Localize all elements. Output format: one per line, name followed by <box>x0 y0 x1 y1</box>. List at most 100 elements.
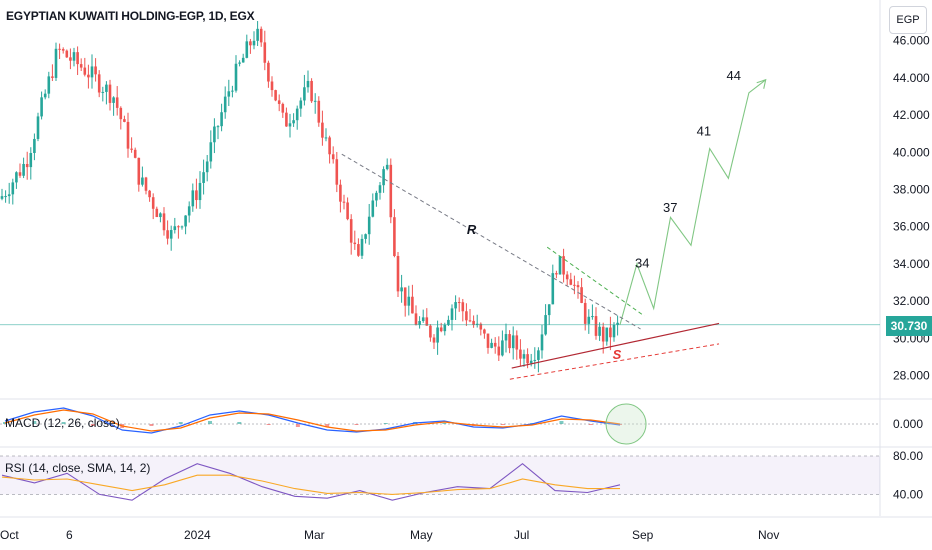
candle-body <box>310 80 313 102</box>
candle-body <box>389 164 393 218</box>
candle-body <box>7 194 11 197</box>
macd-label[interactable]: MACD (12, 26, close) <box>5 416 120 430</box>
candle-body <box>33 138 36 154</box>
candle-body <box>346 202 349 220</box>
macd-histogram-bar <box>178 422 183 424</box>
candle-body <box>594 316 598 336</box>
candle-body <box>25 163 29 168</box>
candle-body <box>447 319 450 325</box>
candle-body <box>587 316 591 324</box>
candle-body <box>551 273 555 305</box>
candle-body <box>407 296 411 306</box>
candle-body <box>97 74 101 93</box>
macd-histogram-bar <box>559 421 564 424</box>
candle-body <box>335 159 339 185</box>
candle-body <box>486 333 490 348</box>
candle-body <box>339 184 342 202</box>
candle-body <box>123 119 126 122</box>
candle-body <box>79 64 83 68</box>
macd-histogram-bar <box>149 424 154 426</box>
macd-highlight-circle <box>605 403 647 445</box>
candle-body <box>403 287 407 306</box>
candle-body <box>371 200 375 217</box>
candle-body <box>313 100 317 102</box>
candle-body <box>367 216 371 235</box>
candle-body <box>144 177 148 191</box>
candle-body <box>342 201 346 203</box>
candle-body <box>591 316 594 318</box>
time-tick-label: 6 <box>66 528 73 542</box>
candle-body <box>108 84 112 103</box>
candle-body <box>349 219 353 243</box>
candle-body <box>133 149 137 158</box>
rsi-label[interactable]: RSI (14, close, SMA, 14, 2) <box>5 461 151 475</box>
candle-body <box>454 302 457 309</box>
candle-body <box>443 324 447 332</box>
candle-body <box>547 304 551 316</box>
candle-body <box>472 320 475 325</box>
candle-body <box>461 302 465 312</box>
candle-body <box>43 93 47 98</box>
candle-body <box>414 313 418 325</box>
target-label: 34 <box>635 256 649 271</box>
candle-body <box>47 76 51 94</box>
candle-body <box>141 177 144 185</box>
candle-body <box>605 327 609 342</box>
candle-body <box>177 226 180 228</box>
candle-body <box>195 190 198 201</box>
candle-body <box>439 327 443 332</box>
candle-body <box>299 100 303 109</box>
candle-body <box>270 81 274 91</box>
candle-body <box>115 97 119 108</box>
candle-body <box>598 326 601 336</box>
candle-body <box>209 142 213 162</box>
candle-body <box>378 185 382 193</box>
candle-body <box>267 62 270 82</box>
candle-body <box>508 334 511 349</box>
current-price-tag: 30.730 <box>886 316 932 336</box>
candle-body <box>83 67 87 75</box>
candle-body <box>216 126 220 128</box>
candle-body <box>565 274 569 280</box>
currency-button[interactable]: EGP <box>889 6 927 34</box>
time-tick-label: Jul <box>514 528 529 542</box>
price-tick-label: 38.000 <box>893 183 930 197</box>
candle-body <box>69 57 72 61</box>
candle-body <box>364 234 367 239</box>
candle-body <box>162 213 166 231</box>
macd-histogram-bar <box>32 421 37 424</box>
candle-body <box>22 163 25 176</box>
macd-histogram-bar <box>90 424 95 426</box>
candle-body <box>231 90 234 92</box>
candle-body <box>169 230 173 239</box>
candle-body <box>483 329 486 334</box>
candle-body <box>40 97 43 117</box>
signal-line <box>4 409 621 432</box>
candle-body <box>609 327 612 338</box>
candle-body <box>601 326 605 342</box>
candle-body <box>151 197 155 209</box>
candle-body <box>396 255 400 292</box>
candle-body <box>241 57 245 63</box>
macd-histogram-bar <box>383 423 388 424</box>
candle-body <box>130 148 133 150</box>
candle-body <box>61 49 65 51</box>
candle-body <box>18 172 22 176</box>
candle-body <box>159 213 162 218</box>
price-tick-label: 34.000 <box>893 257 930 271</box>
candle-body <box>317 100 321 123</box>
candle-body <box>249 41 252 46</box>
candle-body <box>191 190 195 207</box>
candle-body <box>198 182 202 201</box>
support-channel-line <box>509 343 720 380</box>
target-label: 44 <box>726 68 740 83</box>
candle-body <box>155 208 159 218</box>
candle-body <box>148 190 151 198</box>
rsi-tick-label: 80.00 <box>893 449 923 463</box>
candle-body <box>173 226 177 231</box>
candle-body <box>126 121 130 149</box>
rsi-ma-line <box>1 474 620 495</box>
candle-body <box>112 97 115 103</box>
candle-body <box>537 350 540 360</box>
